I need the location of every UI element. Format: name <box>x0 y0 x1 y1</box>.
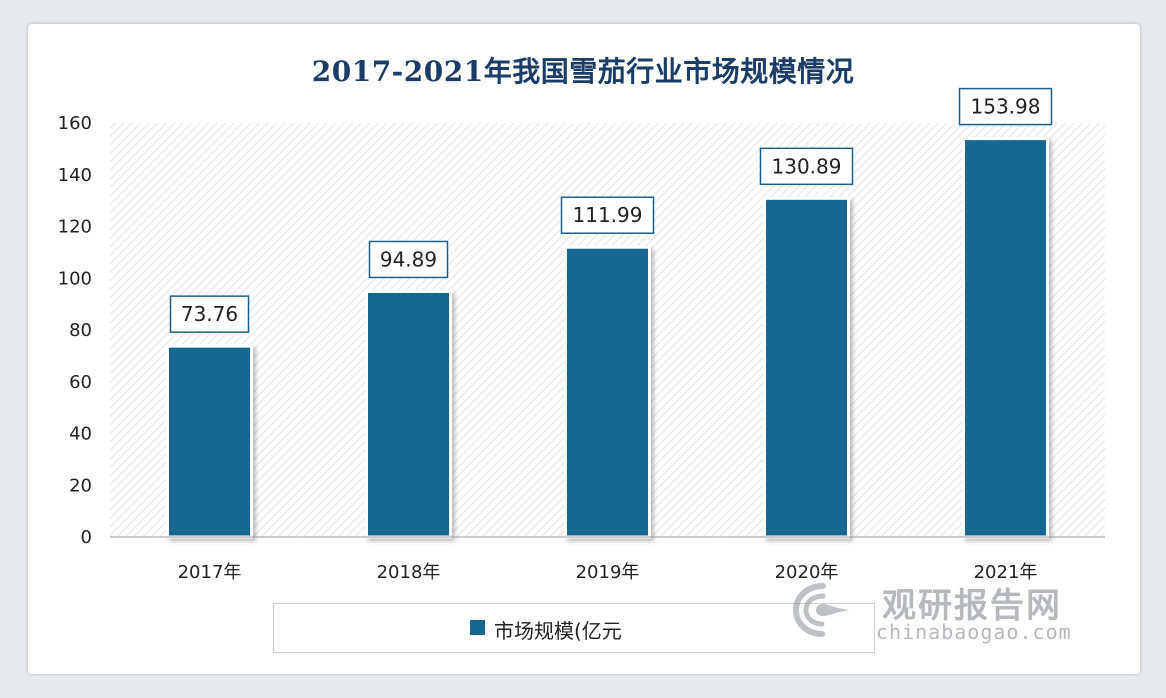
data-label: 94.89 <box>380 247 437 271</box>
data-label-box <box>368 240 449 279</box>
legend: 市场规模(亿元 <box>273 603 875 653</box>
bar <box>166 344 253 539</box>
legend-label: 市场规模(亿元 <box>494 619 622 643</box>
data-label: 111.99 <box>573 203 643 227</box>
y-tick-label: 60 <box>69 372 92 393</box>
bar <box>763 196 850 539</box>
x-tick-label: 2021年 <box>974 562 1038 583</box>
data-labels: 73.76 94.89 111.99 130.89 153.98 <box>169 87 1053 333</box>
legend-swatch <box>470 620 485 635</box>
watermark-logo-icon <box>792 583 850 637</box>
y-tick-label: 0 <box>81 527 92 548</box>
bar <box>962 137 1049 539</box>
watermark-chinese: 观研报告网 <box>882 586 1062 626</box>
x-tick-label: 2018年 <box>377 562 441 583</box>
data-label-box <box>560 196 655 234</box>
watermark-url: chinabaogao.com <box>876 620 1072 644</box>
data-label: 153.98 <box>971 95 1041 119</box>
x-tick-label: 2017年 <box>178 562 242 583</box>
y-tick-label: 20 <box>69 475 92 496</box>
watermark: 观研报告网 chinabaogao.com <box>790 578 1130 648</box>
y-axis: 0 20 40 60 80 100 120 140 160 <box>58 113 92 548</box>
y-tick-label: 80 <box>69 320 92 341</box>
x-tick-label: 2020年 <box>775 562 839 583</box>
y-tick-label: 140 <box>58 165 92 186</box>
bars <box>166 137 1049 539</box>
bar <box>564 245 651 539</box>
x-axis: 2017年 2018年 2019年 2020年 2021年 <box>178 562 1038 583</box>
data-label-box <box>169 295 250 333</box>
chart-title: 2017-2021年我国雪茄行业市场规模情况 <box>311 55 855 88</box>
data-label-box <box>759 147 854 186</box>
x-tick-label: 2019年 <box>576 562 640 583</box>
y-tick-label: 160 <box>58 113 92 134</box>
data-label: 73.76 <box>181 302 238 326</box>
y-tick-label: 100 <box>58 268 92 289</box>
y-tick-label: 120 <box>58 217 92 238</box>
data-label-box <box>958 87 1053 126</box>
bar <box>365 289 452 539</box>
y-tick-label: 40 <box>69 424 92 445</box>
data-label: 130.89 <box>772 154 842 178</box>
